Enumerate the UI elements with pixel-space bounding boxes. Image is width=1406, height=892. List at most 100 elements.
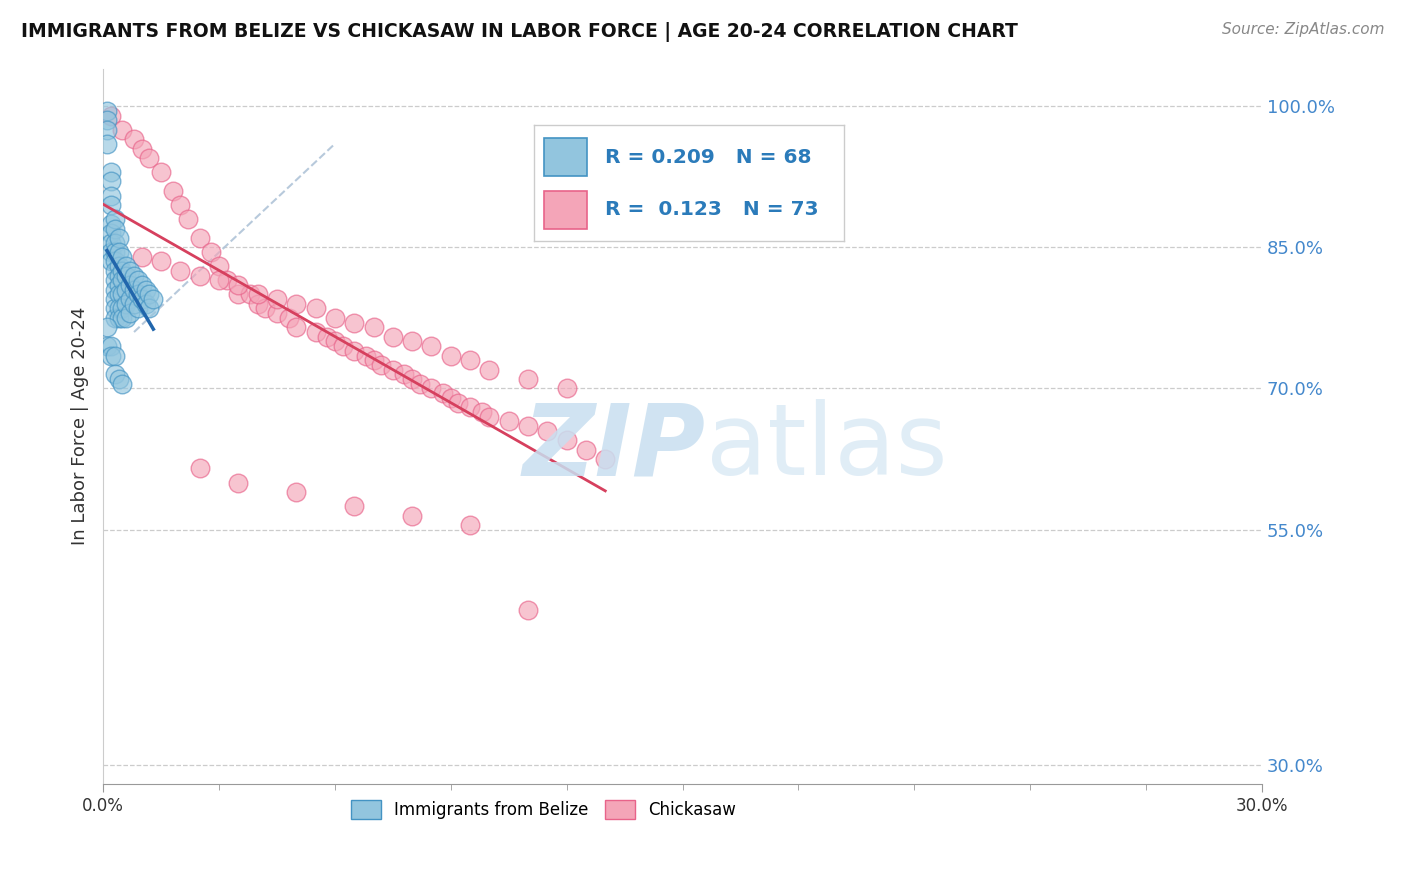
Text: R = 0.209   N = 68: R = 0.209 N = 68 [606, 148, 811, 167]
Point [96, 122, 118, 136]
Point [478, 409, 501, 424]
Point [440, 391, 463, 405]
Point [111, 250, 134, 264]
Legend: Immigrants from Belize, Chickasaw: Immigrants from Belize, Chickasaw [344, 793, 742, 825]
Point [96, 320, 118, 334]
Point [100, 217, 122, 231]
Point [285, 297, 308, 311]
Point [104, 273, 127, 287]
Point [100, 235, 122, 250]
Point [100, 349, 122, 363]
Point [107, 301, 129, 316]
Point [354, 349, 377, 363]
Point [517, 419, 540, 434]
Point [401, 334, 423, 349]
Point [115, 259, 138, 273]
Point [111, 287, 134, 301]
Point [107, 245, 129, 260]
Point [122, 297, 145, 311]
Point [104, 301, 127, 316]
Point [111, 301, 134, 316]
Point [277, 310, 299, 325]
Point [363, 320, 385, 334]
Point [343, 316, 366, 330]
Point [381, 329, 404, 343]
Point [517, 602, 540, 616]
Point [104, 283, 127, 297]
Point [409, 376, 432, 391]
Point [104, 212, 127, 227]
Point [200, 245, 222, 260]
Text: IMMIGRANTS FROM BELIZE VS CHICKASAW IN LABOR FORCE | AGE 20-24 CORRELATION CHART: IMMIGRANTS FROM BELIZE VS CHICKASAW IN L… [21, 22, 1018, 42]
Point [100, 245, 122, 260]
Point [111, 376, 134, 391]
Point [100, 198, 122, 212]
Point [120, 292, 142, 306]
Point [228, 277, 250, 292]
Point [104, 264, 127, 278]
Point [285, 485, 308, 500]
Point [593, 452, 616, 467]
Point [100, 109, 122, 123]
Point [266, 306, 288, 320]
Point [304, 325, 326, 339]
Point [316, 329, 339, 343]
Point [96, 103, 118, 118]
Point [104, 221, 127, 235]
Point [447, 395, 470, 409]
Point [394, 368, 416, 382]
Point [100, 174, 122, 188]
Point [111, 273, 134, 287]
Point [120, 264, 142, 278]
Point [471, 405, 494, 419]
Point [142, 292, 165, 306]
Point [517, 372, 540, 386]
Point [370, 358, 392, 372]
Text: R =  0.123   N = 73: R = 0.123 N = 73 [606, 200, 820, 219]
Point [208, 273, 231, 287]
Point [555, 382, 578, 396]
Point [104, 292, 127, 306]
Point [96, 136, 118, 151]
Point [100, 226, 122, 240]
Point [107, 372, 129, 386]
Point [107, 268, 129, 283]
Point [122, 283, 145, 297]
Point [401, 372, 423, 386]
Point [401, 508, 423, 523]
Point [127, 301, 149, 316]
Point [215, 273, 238, 287]
Point [478, 362, 501, 376]
Point [381, 362, 404, 376]
Point [104, 310, 127, 325]
Y-axis label: In Labor Force | Age 20-24: In Labor Force | Age 20-24 [72, 307, 89, 545]
Point [323, 334, 346, 349]
Point [188, 461, 211, 475]
Point [138, 151, 160, 165]
Point [343, 499, 366, 513]
Point [420, 339, 443, 353]
Point [150, 254, 173, 268]
Point [120, 277, 142, 292]
Point [127, 287, 149, 301]
Point [323, 310, 346, 325]
Point [104, 349, 127, 363]
Point [246, 297, 269, 311]
Point [111, 122, 134, 136]
Point [131, 277, 153, 292]
Point [138, 287, 160, 301]
Point [169, 264, 191, 278]
Point [332, 339, 354, 353]
Point [239, 287, 262, 301]
Point [107, 310, 129, 325]
FancyBboxPatch shape [544, 191, 586, 229]
Point [228, 287, 250, 301]
Point [254, 301, 277, 316]
Point [169, 198, 191, 212]
Point [458, 401, 481, 415]
Point [104, 368, 127, 382]
Point [131, 141, 153, 155]
Text: Source: ZipAtlas.com: Source: ZipAtlas.com [1222, 22, 1385, 37]
Point [498, 414, 520, 428]
Text: ZIP: ZIP [523, 399, 706, 496]
